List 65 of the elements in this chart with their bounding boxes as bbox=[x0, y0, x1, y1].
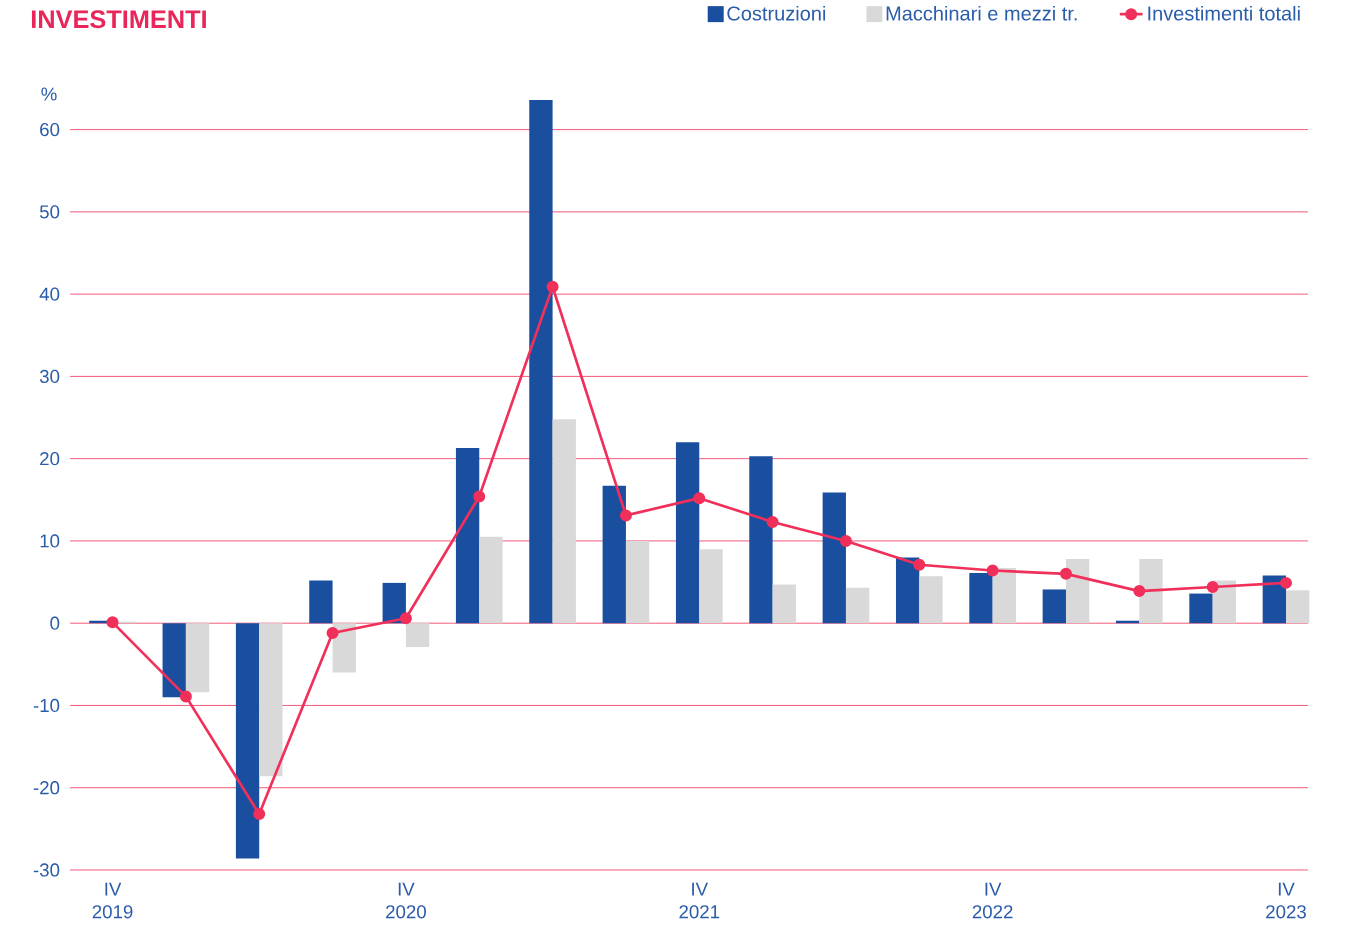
bar bbox=[845, 587, 870, 624]
point bbox=[546, 280, 559, 293]
bar bbox=[162, 623, 186, 698]
point bbox=[399, 612, 412, 625]
y-axis-title: % bbox=[41, 87, 57, 101]
point bbox=[986, 564, 999, 577]
point bbox=[253, 808, 266, 821]
y-tick-label: -10 bbox=[33, 698, 60, 713]
point bbox=[326, 627, 339, 640]
bar bbox=[992, 568, 1016, 624]
bar bbox=[455, 447, 480, 624]
y-tick-label: 50 bbox=[39, 205, 60, 219]
x-tick-label: IV 2020 bbox=[386, 882, 426, 919]
bar bbox=[1286, 590, 1310, 624]
point bbox=[766, 516, 779, 529]
point bbox=[106, 616, 119, 629]
bar bbox=[675, 442, 700, 624]
x-tick-label: IV 2023 bbox=[1266, 882, 1306, 919]
bar bbox=[185, 623, 210, 693]
bar bbox=[602, 485, 626, 624]
point bbox=[619, 509, 632, 522]
bar bbox=[822, 492, 846, 624]
bar bbox=[1189, 593, 1213, 624]
bar bbox=[529, 99, 553, 624]
bar bbox=[259, 623, 283, 777]
bar bbox=[235, 623, 260, 859]
bar bbox=[1139, 559, 1163, 624]
y-tick-label: 40 bbox=[39, 287, 60, 301]
y-tick-label: 0 bbox=[50, 616, 60, 630]
point bbox=[179, 690, 192, 703]
y-tick-label: 20 bbox=[40, 452, 60, 466]
bar bbox=[895, 557, 920, 624]
bar bbox=[552, 419, 576, 624]
x-tick-label: IV 2022 bbox=[972, 882, 1013, 919]
point bbox=[1133, 585, 1146, 598]
point bbox=[1206, 580, 1219, 593]
y-tick-label: 10 bbox=[40, 534, 60, 548]
bar bbox=[625, 540, 650, 624]
x-tick-label: IV 2019 bbox=[92, 882, 133, 919]
x-tick-label: IV 2021 bbox=[679, 882, 720, 919]
y-tick-label: -30 bbox=[33, 863, 60, 877]
point bbox=[473, 490, 486, 503]
bar bbox=[309, 580, 333, 624]
legend-label: Costruzioni bbox=[727, 5, 826, 21]
bar bbox=[919, 576, 943, 624]
bar bbox=[749, 456, 773, 624]
y-tick-label: 60 bbox=[40, 122, 60, 137]
point bbox=[839, 534, 852, 547]
bar bbox=[772, 584, 796, 624]
legend-label: Macchinari e mezzi tr. bbox=[886, 5, 1077, 21]
bar bbox=[332, 623, 356, 673]
point bbox=[1279, 576, 1292, 589]
point bbox=[1059, 567, 1072, 580]
bar bbox=[1065, 559, 1090, 624]
point bbox=[913, 558, 926, 571]
y-tick-label: 30 bbox=[39, 369, 60, 384]
bar bbox=[479, 536, 503, 624]
bar bbox=[969, 573, 993, 624]
y-tick-label: -20 bbox=[33, 781, 60, 795]
point bbox=[693, 492, 706, 505]
legend-label: Investimenti totali bbox=[1148, 5, 1300, 21]
bar bbox=[405, 623, 430, 648]
chart-title: INVESTIMENTI bbox=[31, 10, 206, 29]
bar bbox=[699, 549, 723, 624]
bar bbox=[1042, 589, 1066, 624]
